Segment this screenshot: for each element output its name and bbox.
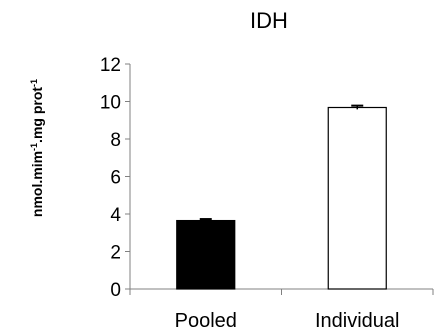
y-tick-label: 10 (100, 93, 121, 114)
bar-pooled (176, 219, 236, 290)
x-category-label: Pooled (175, 310, 237, 332)
y-tick-label: 4 (110, 205, 121, 226)
chart-title: IDH (250, 8, 288, 33)
y-axis-label: nmol.mim-1.mg prot-1 (29, 79, 45, 217)
y-tick-label: 2 (110, 243, 121, 264)
y-axis-label-superscript: -1 (29, 79, 39, 87)
plot-area: 0 2 4 6 8 10 12 Pooled Individual (100, 55, 434, 332)
y-tick-label: 0 (110, 280, 121, 301)
bar-individual (327, 106, 387, 290)
y-axis-label-part: nmol.mim (29, 151, 45, 217)
y-axis-label-superscript: -1 (29, 143, 39, 151)
y-tick-label: 8 (110, 130, 121, 151)
y-axis-label-part: .mg prot (29, 87, 45, 143)
y-tick-label: 12 (100, 55, 121, 76)
x-category-label: Individual (315, 310, 400, 332)
y-tick-label: 6 (110, 168, 121, 189)
